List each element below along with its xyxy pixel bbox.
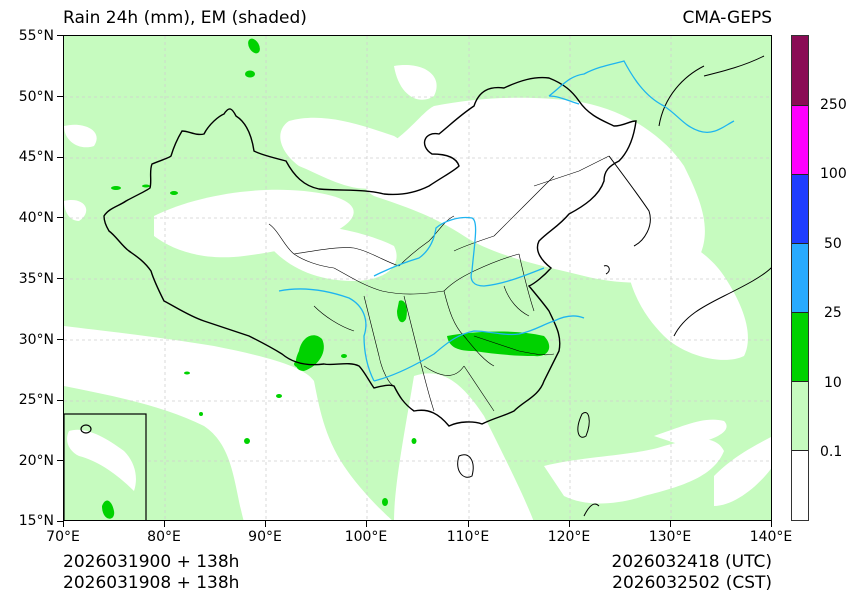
- x-tick-label: 80°E: [147, 529, 181, 545]
- valid-time-utc: 2026032418 (UTC): [611, 552, 772, 572]
- colorbar-segment-0-1: [792, 381, 808, 450]
- x-tick-mark: [265, 521, 266, 527]
- y-tick-mark: [57, 460, 63, 461]
- x-tick-label: 100°E: [344, 529, 388, 545]
- init-time: 2026031900 + 138h 2026031908 + 138h: [63, 552, 239, 594]
- colorbar-label: 25: [824, 305, 842, 321]
- y-tick-mark: [57, 521, 63, 522]
- coastlines: [457, 55, 771, 517]
- x-tick-label: 120°E: [547, 529, 591, 545]
- y-tick-label: 15°N: [18, 513, 54, 529]
- y-tick-mark: [57, 157, 63, 158]
- x-tick-mark: [164, 521, 165, 527]
- y-tick-mark: [57, 96, 63, 97]
- x-tick-label: 90°E: [248, 529, 282, 545]
- x-tick-mark: [569, 521, 570, 527]
- x-tick-label: 140°E: [749, 529, 793, 545]
- y-tick-mark: [57, 400, 63, 401]
- colorbar-segment-0: [792, 450, 808, 520]
- y-tick-label: 30°N: [18, 332, 54, 348]
- colorbar-label: 50: [824, 236, 842, 252]
- x-tick-label: 70°E: [46, 529, 80, 545]
- colorbar-label: 0.1: [820, 444, 843, 460]
- x-tick-mark: [468, 521, 469, 527]
- x-tick-mark: [63, 521, 64, 527]
- colorbar-label: 100: [820, 166, 847, 182]
- y-tick-label: 20°N: [18, 453, 54, 469]
- map-canvas: [64, 36, 771, 520]
- x-tick-mark: [670, 521, 671, 527]
- valid-time: 2026032418 (UTC) 2026032502 (CST): [611, 552, 772, 594]
- x-tick-mark: [366, 521, 367, 527]
- model-name: CMA-GEPS: [682, 8, 772, 28]
- y-tick-label: 40°N: [18, 210, 54, 226]
- valid-time-cst: 2026032502 (CST): [612, 573, 772, 593]
- china-border: [103, 76, 637, 427]
- colorbar: [791, 35, 809, 521]
- rivers: [278, 60, 735, 382]
- y-tick-label: 50°N: [18, 89, 54, 105]
- colorbar-segment-100: [792, 105, 808, 174]
- y-tick-mark: [57, 35, 63, 36]
- graticule: [64, 36, 771, 520]
- colorbar-label: 10: [824, 375, 842, 391]
- y-tick-label: 35°N: [18, 271, 54, 287]
- colorbar-segment-25: [792, 243, 808, 312]
- rain-map[interactable]: [63, 35, 772, 521]
- y-tick-label: 45°N: [18, 149, 54, 165]
- init-time-utc: 2026031900 + 138h: [63, 552, 240, 572]
- no-rain-areas: [64, 65, 771, 520]
- colorbar-segment-250: [792, 36, 808, 105]
- y-tick-mark: [57, 339, 63, 340]
- y-tick-mark: [57, 278, 63, 279]
- y-tick-mark: [57, 217, 63, 218]
- colorbar-segment-50: [792, 174, 808, 243]
- x-tick-label: 110°E: [446, 529, 490, 545]
- init-time-cst: 2026031908 + 138h: [63, 573, 240, 593]
- y-tick-label: 55°N: [18, 28, 54, 44]
- x-tick-label: 130°E: [648, 529, 692, 545]
- x-tick-mark: [771, 521, 772, 527]
- colorbar-segment-10: [792, 312, 808, 381]
- south-china-sea-inset: [64, 413, 147, 520]
- y-tick-label: 25°N: [18, 392, 54, 408]
- colorbar-label: 250: [820, 97, 847, 113]
- map-title: Rain 24h (mm), EM (shaded): [63, 8, 307, 28]
